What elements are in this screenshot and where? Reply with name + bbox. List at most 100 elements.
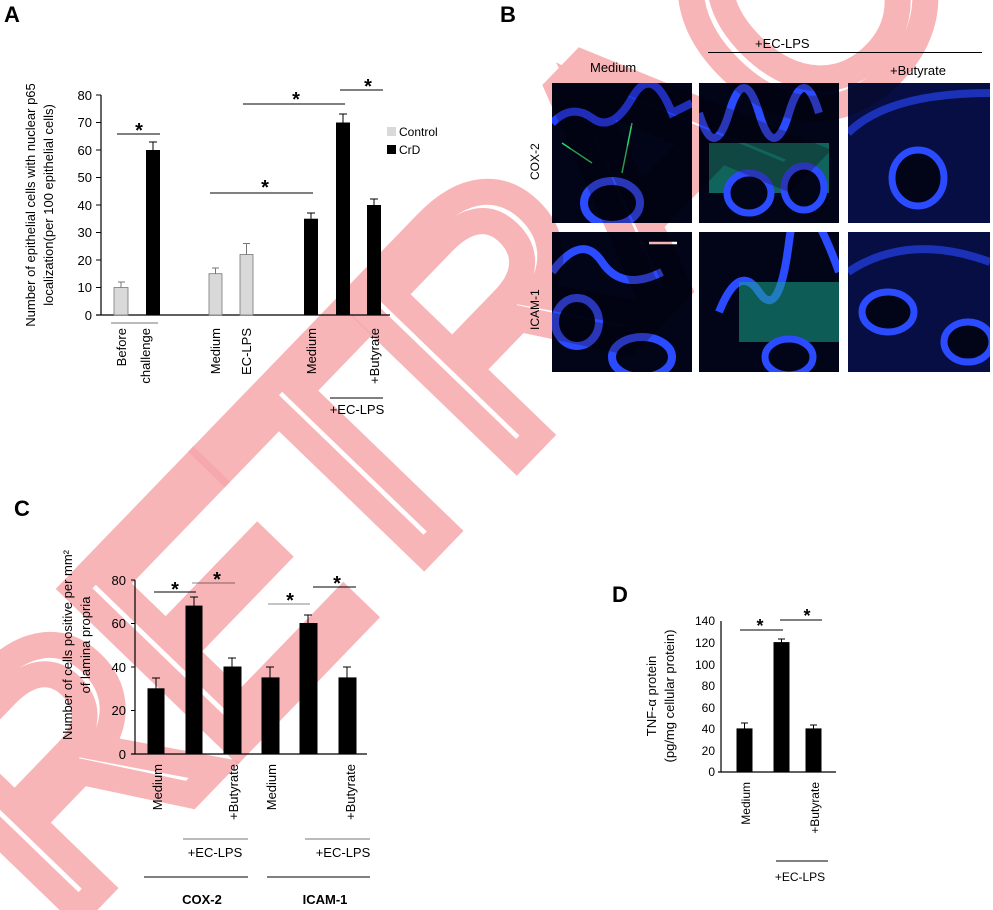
x-tick-labels: Before challenge Medium EC-LPS Medium +B… bbox=[111, 322, 385, 417]
svg-text:Medium: Medium bbox=[150, 764, 165, 810]
significance-markers: * * * * bbox=[154, 569, 356, 612]
svg-text:*: * bbox=[292, 89, 300, 111]
svg-text:CrD: CrD bbox=[399, 143, 421, 157]
micrograph-icam1-medium bbox=[552, 232, 692, 372]
svg-text:30: 30 bbox=[78, 225, 92, 240]
svg-text:40: 40 bbox=[702, 722, 716, 736]
svg-text:*: * bbox=[333, 573, 341, 595]
micrograph-cox2-lps bbox=[699, 83, 839, 223]
panel-label-a: A bbox=[4, 2, 20, 27]
svg-text:60: 60 bbox=[78, 143, 92, 158]
row-label-icam1: ICAM-1 bbox=[528, 289, 542, 330]
svg-text:COX-2: COX-2 bbox=[182, 892, 222, 907]
svg-text:40: 40 bbox=[78, 198, 92, 213]
svg-text:0: 0 bbox=[119, 747, 126, 762]
bar bbox=[304, 218, 318, 315]
bar bbox=[223, 666, 242, 755]
svg-text:*: * bbox=[364, 76, 372, 98]
svg-text:+Butyrate: +Butyrate bbox=[367, 328, 382, 384]
svg-text:*: * bbox=[171, 579, 179, 601]
group-line bbox=[708, 52, 982, 53]
svg-text:of lamina propria: of lamina propria bbox=[78, 596, 93, 694]
svg-text:ICAM-1: ICAM-1 bbox=[303, 892, 348, 907]
svg-text:60: 60 bbox=[702, 701, 716, 715]
svg-text:Number of epithelial cells wit: Number of epithelial cells with nuclear … bbox=[23, 83, 38, 327]
svg-text:20: 20 bbox=[78, 253, 92, 268]
svg-text:80: 80 bbox=[702, 679, 716, 693]
bar bbox=[208, 273, 223, 316]
svg-text:(pg/mg cellular protein): (pg/mg cellular protein) bbox=[662, 630, 677, 763]
svg-text:+EC-LPS: +EC-LPS bbox=[316, 845, 371, 860]
svg-text:10: 10 bbox=[78, 280, 92, 295]
bar bbox=[367, 205, 381, 315]
svg-text:Medium: Medium bbox=[208, 328, 223, 374]
legend: Control CrD bbox=[387, 125, 438, 157]
x-tick-labels: Medium +Butyrate +EC-LPS bbox=[739, 782, 828, 884]
chart-d: TNF-α protein (pg/mg cellular protein) 0… bbox=[644, 606, 836, 884]
svg-text:20: 20 bbox=[702, 744, 716, 758]
svg-text:70: 70 bbox=[78, 115, 92, 130]
bars bbox=[736, 638, 822, 773]
panel-label-b: B bbox=[500, 2, 516, 27]
svg-text:Number of cells positive per m: Number of cells positive per mm² bbox=[60, 549, 75, 740]
svg-text:Medium: Medium bbox=[739, 782, 753, 825]
y-axis-label: Number of epithelial cells with nuclear … bbox=[23, 83, 56, 327]
bar bbox=[338, 677, 357, 755]
svg-text:*: * bbox=[803, 606, 810, 626]
x-tick-labels: Medium +Butyrate Medium +Butyrate +EC-LP… bbox=[144, 764, 371, 907]
svg-text:20: 20 bbox=[112, 703, 126, 718]
row-label-cox2: COX-2 bbox=[528, 143, 542, 180]
svg-text:50: 50 bbox=[78, 170, 92, 185]
svg-text:Control: Control bbox=[399, 125, 438, 139]
chart-a: Number of epithelial cells with nuclear … bbox=[23, 76, 438, 417]
svg-text:+Butyrate: +Butyrate bbox=[343, 764, 358, 820]
svg-text:120: 120 bbox=[695, 636, 715, 650]
svg-text:80: 80 bbox=[112, 573, 126, 588]
svg-text:0: 0 bbox=[85, 308, 92, 323]
bar bbox=[185, 605, 203, 755]
panel-label-d: D bbox=[612, 582, 628, 607]
svg-text:60: 60 bbox=[112, 616, 126, 631]
column-label-medium: Medium bbox=[590, 60, 637, 75]
svg-text:+EC-LPS: +EC-LPS bbox=[188, 845, 243, 860]
bars bbox=[113, 113, 381, 316]
svg-text:40: 40 bbox=[112, 660, 126, 675]
chart-c: Number of cells positive per mm² of lami… bbox=[60, 549, 371, 907]
y-axis: 0 20 40 60 80 bbox=[112, 573, 367, 762]
bar bbox=[261, 677, 280, 755]
micrograph-cox2-butyrate bbox=[848, 83, 990, 223]
bar bbox=[805, 728, 822, 773]
column-label-butyrate: +Butyrate bbox=[890, 63, 947, 78]
y-axis-label: TNF-α protein (pg/mg cellular protein) bbox=[644, 630, 677, 763]
panel-label-c: C bbox=[14, 496, 30, 521]
bar bbox=[239, 254, 254, 316]
bars bbox=[147, 596, 357, 755]
svg-text:*: * bbox=[213, 569, 221, 591]
svg-text:Before: Before bbox=[114, 328, 129, 366]
svg-text:localization(per 100 epithelia: localization(per 100 epithelial cells) bbox=[41, 104, 56, 306]
svg-text:+Butyrate: +Butyrate bbox=[808, 782, 822, 834]
column-group-label: +EC-LPS bbox=[755, 36, 810, 51]
micrograph-icam1-lps bbox=[699, 232, 839, 372]
svg-text:EC-LPS: EC-LPS bbox=[239, 328, 254, 375]
svg-text:+Butyrate: +Butyrate bbox=[226, 764, 241, 820]
micrograph-cox2-medium bbox=[552, 83, 692, 223]
svg-text:*: * bbox=[261, 177, 269, 199]
svg-text:*: * bbox=[756, 616, 763, 636]
bar bbox=[146, 150, 160, 315]
micrograph-icam1-butyrate bbox=[848, 232, 990, 372]
svg-text:Medium: Medium bbox=[264, 764, 279, 810]
significance-markers: * * bbox=[740, 606, 822, 636]
svg-text:*: * bbox=[135, 120, 143, 142]
svg-text:0: 0 bbox=[708, 765, 715, 779]
bar bbox=[336, 122, 350, 315]
svg-text:140: 140 bbox=[695, 614, 715, 628]
svg-text:Medium: Medium bbox=[304, 328, 319, 374]
svg-text:challenge: challenge bbox=[138, 328, 153, 384]
bar bbox=[299, 623, 318, 755]
svg-text:+EC-LPS: +EC-LPS bbox=[775, 870, 825, 884]
svg-text:+EC-LPS: +EC-LPS bbox=[330, 402, 385, 417]
bar bbox=[773, 642, 790, 773]
svg-text:100: 100 bbox=[695, 658, 715, 672]
y-axis-label: Number of cells positive per mm² of lami… bbox=[60, 549, 93, 740]
